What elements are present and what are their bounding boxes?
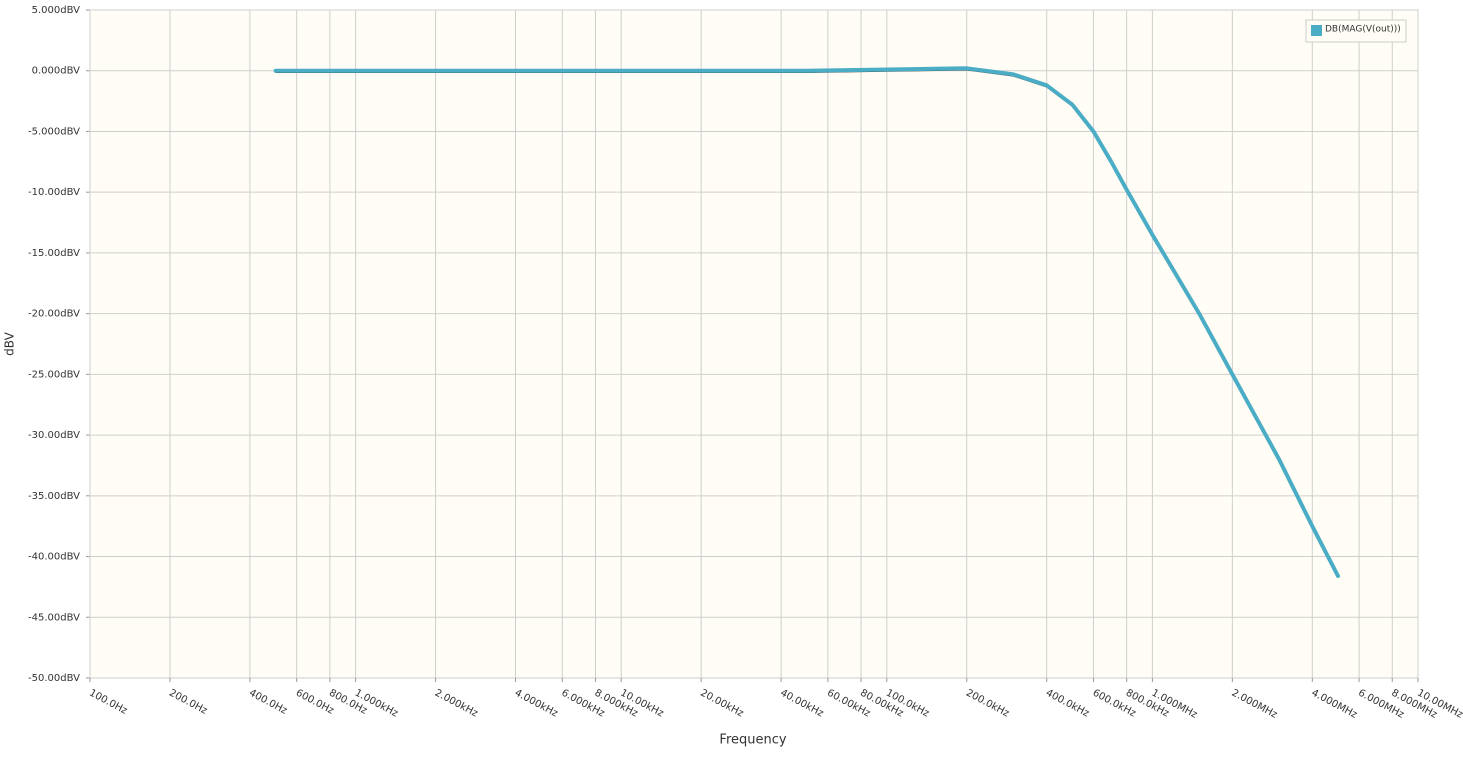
x-axis-label: Frequency	[719, 733, 786, 748]
y-tick-label: -30.00dBV	[28, 430, 80, 441]
x-tick-label: 4.000MHz	[1309, 688, 1358, 721]
x-tick-label: 100.0Hz	[87, 688, 129, 717]
y-tick-label: -20.00dBV	[28, 309, 80, 320]
series-line	[273, 66, 1340, 578]
plot-area	[89, 9, 1419, 679]
legend-swatch	[1311, 25, 1322, 36]
y-tick-label: -40.00dBV	[28, 552, 80, 563]
x-tick-label: 400.0Hz	[247, 688, 289, 717]
x-tick-label: 200.0Hz	[167, 688, 209, 717]
y-tick-label: -10.00dBV	[28, 187, 80, 198]
y-tick-label: 5.000dBV	[32, 5, 81, 16]
legend-label: DB(MAG(V(out)))	[1325, 25, 1401, 35]
x-tick-label: 400.0kHz	[1044, 688, 1091, 720]
legend-box	[1305, 19, 1407, 43]
x-tick-label: 2.000MHz	[1230, 688, 1279, 721]
y-tick-label: 0.000dBV	[32, 66, 81, 77]
x-tick-label: 20.00kHz	[698, 688, 745, 720]
y-tick-label: -5.000dBV	[28, 126, 80, 137]
y-axis-label: dBV	[3, 331, 17, 355]
y-tick-label: -25.00dBV	[28, 369, 80, 380]
y-tick-label: -50.00dBV	[28, 673, 80, 684]
x-tick-label: 2.000kHz	[433, 688, 480, 720]
y-tick-label: -15.00dBV	[28, 248, 80, 259]
y-tick-label: -45.00dBV	[28, 612, 80, 623]
x-tick-label: 200.0kHz	[964, 688, 1011, 720]
x-tick-label: 4.000kHz	[513, 688, 560, 720]
x-tick-label: 40.00kHz	[778, 688, 825, 720]
y-tick-label: -35.00dBV	[28, 491, 80, 502]
